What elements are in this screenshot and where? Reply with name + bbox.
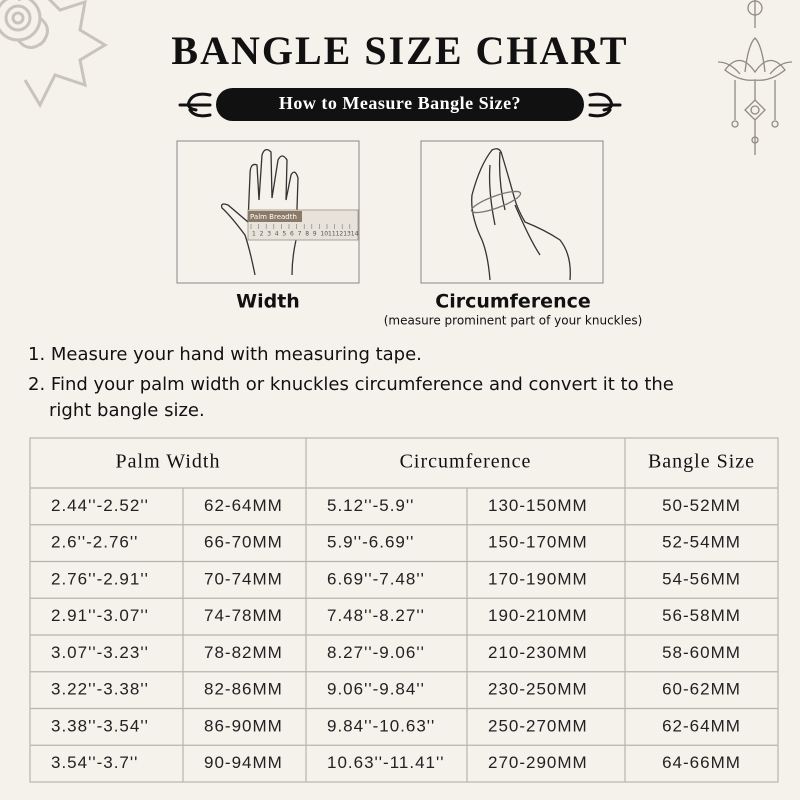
table-cell: 130-150MM bbox=[488, 496, 588, 515]
subtitle: How to Measure Bangle Size? bbox=[279, 93, 521, 113]
table-cell: 2.6''-2.76'' bbox=[51, 533, 138, 552]
subtitle-ornament bbox=[178, 92, 622, 118]
ruler-number: 9 bbox=[313, 231, 317, 238]
ruler-number: 3 bbox=[267, 231, 271, 238]
table-header: Palm Width bbox=[116, 451, 221, 473]
figure-note: (measure prominent part of your knuckles… bbox=[384, 314, 643, 328]
table-cell: 190-210MM bbox=[488, 606, 588, 625]
figure-label: Circumference bbox=[435, 291, 591, 313]
subtitle-pill bbox=[216, 88, 584, 121]
hand-width-drawing bbox=[220, 148, 299, 276]
table-cell: 60-62MM bbox=[662, 680, 741, 699]
ruler-number: 12 bbox=[336, 231, 344, 238]
table-header: Bangle Size bbox=[648, 451, 755, 473]
table-cell: 64-66MM bbox=[662, 753, 741, 772]
table-cell: 52-54MM bbox=[662, 533, 741, 552]
table-cell: 3.54''-3.7'' bbox=[51, 753, 138, 772]
hand-circumference-drawing bbox=[470, 148, 571, 281]
table-cell: 8.27''-9.06'' bbox=[327, 643, 425, 662]
table-cell: 62-64MM bbox=[204, 496, 283, 515]
tape-label-bg bbox=[248, 211, 302, 222]
circumference-figure-frame bbox=[420, 140, 604, 284]
table-cell: 54-56MM bbox=[662, 569, 741, 588]
ruler-number: 14 bbox=[351, 231, 359, 238]
ruler-number: 1 bbox=[252, 231, 256, 238]
ruler-number: 8 bbox=[305, 231, 309, 238]
table-cell: 82-86MM bbox=[204, 680, 283, 699]
table-cell: 250-270MM bbox=[488, 716, 588, 735]
table-cell: 9.06''-9.84'' bbox=[327, 680, 425, 699]
table-cell: 2.76''-2.91'' bbox=[51, 569, 149, 588]
table-cell: 66-70MM bbox=[204, 533, 283, 552]
table-cell: 78-82MM bbox=[204, 643, 283, 662]
table-cell: 150-170MM bbox=[488, 533, 588, 552]
table-cell: 7.48''-8.27'' bbox=[327, 606, 425, 625]
ruler-number: 6 bbox=[290, 231, 294, 238]
table-border bbox=[29, 437, 779, 783]
ruler-number: 4 bbox=[275, 231, 279, 238]
table-cell: 270-290MM bbox=[488, 753, 588, 772]
table-cell: 170-190MM bbox=[488, 569, 588, 588]
ruler-number: 13 bbox=[343, 231, 351, 238]
title: BANGLE SIZE CHART bbox=[171, 28, 628, 73]
tape-label: Palm Breadth bbox=[250, 213, 297, 221]
ruler-number: 2 bbox=[260, 231, 264, 238]
ruler-numbers: 1 2 3 4 5 6 7 8 9 10 11 12 13 14 bbox=[250, 224, 359, 238]
table-cell: 2.44''-2.52'' bbox=[51, 496, 149, 515]
table-cell: 62-64MM bbox=[662, 716, 741, 735]
ruler-number: 5 bbox=[282, 231, 286, 238]
table-cell: 50-52MM bbox=[662, 496, 741, 515]
size-table: Palm Width Circumference Bangle Size 2.44''… bbox=[29, 437, 779, 783]
table-cell: 3.22''-3.38'' bbox=[51, 680, 149, 699]
table-cell: 70-74MM bbox=[204, 569, 283, 588]
table-cell: 90-94MM bbox=[204, 753, 283, 772]
table-cell: 5.9''-6.69'' bbox=[327, 533, 414, 552]
table-cell: 2.91''-3.07'' bbox=[51, 606, 149, 625]
table-cell: 9.84''-10.63'' bbox=[327, 716, 435, 735]
ruler-number: 11 bbox=[328, 231, 336, 238]
table-cell: 5.12''-5.9'' bbox=[327, 496, 414, 515]
table-cell: 86-90MM bbox=[204, 716, 283, 735]
instruction: right bangle size. bbox=[49, 400, 205, 421]
mandala-decoration bbox=[0, 0, 108, 109]
lotus-decoration bbox=[717, 0, 793, 155]
instruction: 1. Measure your hand with measuring tape… bbox=[28, 344, 422, 365]
figure-label: Width bbox=[236, 291, 300, 313]
table-cell: 56-58MM bbox=[662, 606, 741, 625]
table-cell: 10.63''-11.41'' bbox=[327, 753, 444, 772]
table-cell: 230-250MM bbox=[488, 680, 588, 699]
instruction: 2. Find your palm width or knuckles circ… bbox=[28, 374, 674, 395]
ruler-number: 10 bbox=[320, 231, 328, 238]
table-header: Circumference bbox=[400, 451, 532, 473]
ruler-number: 7 bbox=[298, 231, 302, 238]
table-cell: 74-78MM bbox=[204, 606, 283, 625]
table-cell: 6.69''-7.48'' bbox=[327, 569, 425, 588]
table-cell: 210-230MM bbox=[488, 643, 588, 662]
table-cell: 3.07''-3.23'' bbox=[51, 643, 149, 662]
table-cell: 3.38''-3.54'' bbox=[51, 716, 149, 735]
table-cell: 58-60MM bbox=[662, 643, 741, 662]
